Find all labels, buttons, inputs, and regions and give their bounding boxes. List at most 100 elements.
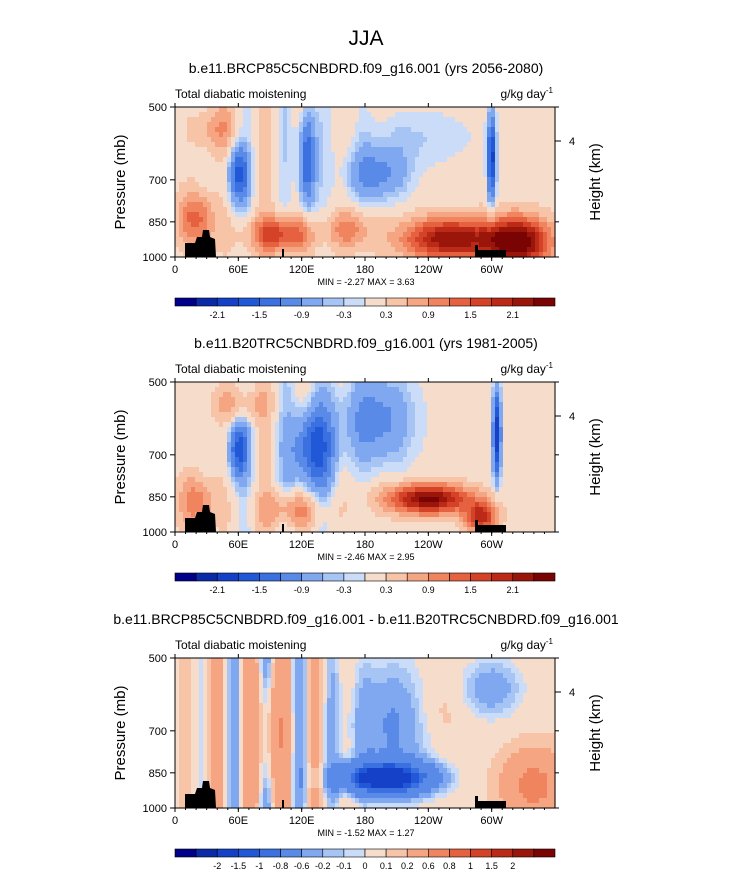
field-cell [391, 247, 396, 253]
field-cell [235, 457, 240, 463]
field-cell [479, 142, 484, 148]
field-cell [307, 197, 312, 203]
field-cell [263, 152, 268, 158]
field-cell [247, 487, 252, 493]
field-cell [259, 467, 264, 473]
field-cell [419, 417, 424, 423]
field-cell [375, 402, 380, 408]
field-cell [323, 142, 328, 148]
field-cell [531, 177, 536, 183]
field-cell [515, 117, 520, 123]
field-cell [267, 247, 272, 253]
field-cell [303, 237, 308, 243]
field-cell [271, 482, 276, 488]
field-cell [359, 187, 364, 193]
field-cell [499, 117, 504, 123]
field-cell [391, 197, 396, 203]
field-cell [407, 442, 412, 448]
field-cell [263, 217, 268, 223]
field-cell [175, 407, 180, 413]
field-cell [335, 477, 340, 483]
field-cell [463, 152, 468, 158]
field-cell [407, 517, 412, 523]
field-cell [315, 252, 320, 258]
field-cell [367, 182, 372, 188]
field-cell [387, 452, 392, 458]
field-cell [515, 187, 520, 193]
field-cell [515, 167, 520, 173]
field-cell [275, 382, 280, 388]
field-cell [235, 517, 240, 523]
field-cell [399, 447, 404, 453]
field-cell [399, 237, 404, 243]
field-cell [223, 127, 228, 133]
field-cell [431, 392, 436, 398]
field-cell [331, 427, 336, 433]
field-cell [435, 197, 440, 203]
field-cell [531, 152, 536, 158]
field-cell [467, 202, 472, 208]
field-cell [303, 412, 308, 418]
field-cell [235, 397, 240, 403]
field-cell [411, 122, 416, 128]
field-cell [207, 417, 212, 423]
field-cell [223, 432, 228, 438]
field-cell [279, 242, 284, 248]
field-cell [275, 132, 280, 138]
field-cell [395, 522, 400, 528]
field-cell [295, 442, 300, 448]
field-cell [267, 227, 272, 233]
field-cell [395, 417, 400, 423]
field-cell [403, 427, 408, 433]
field-cell [315, 502, 320, 508]
field-cell [299, 182, 304, 188]
field-cell [395, 177, 400, 183]
field-cell [227, 157, 232, 163]
field-cell [519, 162, 524, 168]
field-cell [335, 507, 340, 513]
field-cell [531, 192, 536, 198]
field-cell [443, 187, 448, 193]
field-cell [551, 207, 556, 213]
field-cell [403, 107, 408, 113]
field-cell [363, 492, 368, 498]
field-cell [247, 122, 252, 128]
field-cell [495, 162, 500, 168]
field-cell [279, 247, 284, 253]
field-cell [403, 502, 408, 508]
field-cell [247, 222, 252, 228]
field-cell [427, 382, 432, 388]
field-cell [391, 397, 396, 403]
field-cell [411, 177, 416, 183]
field-cell [251, 212, 256, 218]
field-cell [375, 442, 380, 448]
field-cell [367, 117, 372, 123]
field-cell [503, 182, 508, 188]
field-cell [299, 187, 304, 193]
field-cell [263, 467, 268, 473]
field-cell [383, 492, 388, 498]
field-cell [375, 507, 380, 513]
field-cell [203, 137, 208, 143]
field-cell [311, 167, 316, 173]
field-cell [335, 462, 340, 468]
field-cell [191, 147, 196, 153]
field-cell [239, 447, 244, 453]
field-cell [355, 442, 360, 448]
field-cell [255, 192, 260, 198]
field-cell [235, 217, 240, 223]
field-cell [291, 127, 296, 133]
field-cell [315, 127, 320, 133]
field-cell [359, 107, 364, 113]
field-cell [543, 222, 548, 228]
field-cell [311, 237, 316, 243]
field-cell [315, 497, 320, 503]
field-cell [387, 387, 392, 393]
field-cell [495, 192, 500, 198]
field-cell [275, 242, 280, 248]
field-cell [271, 527, 276, 533]
field-cell [191, 212, 196, 218]
field-cell [259, 392, 264, 398]
field-cell [235, 522, 240, 528]
field-cell [411, 247, 416, 253]
